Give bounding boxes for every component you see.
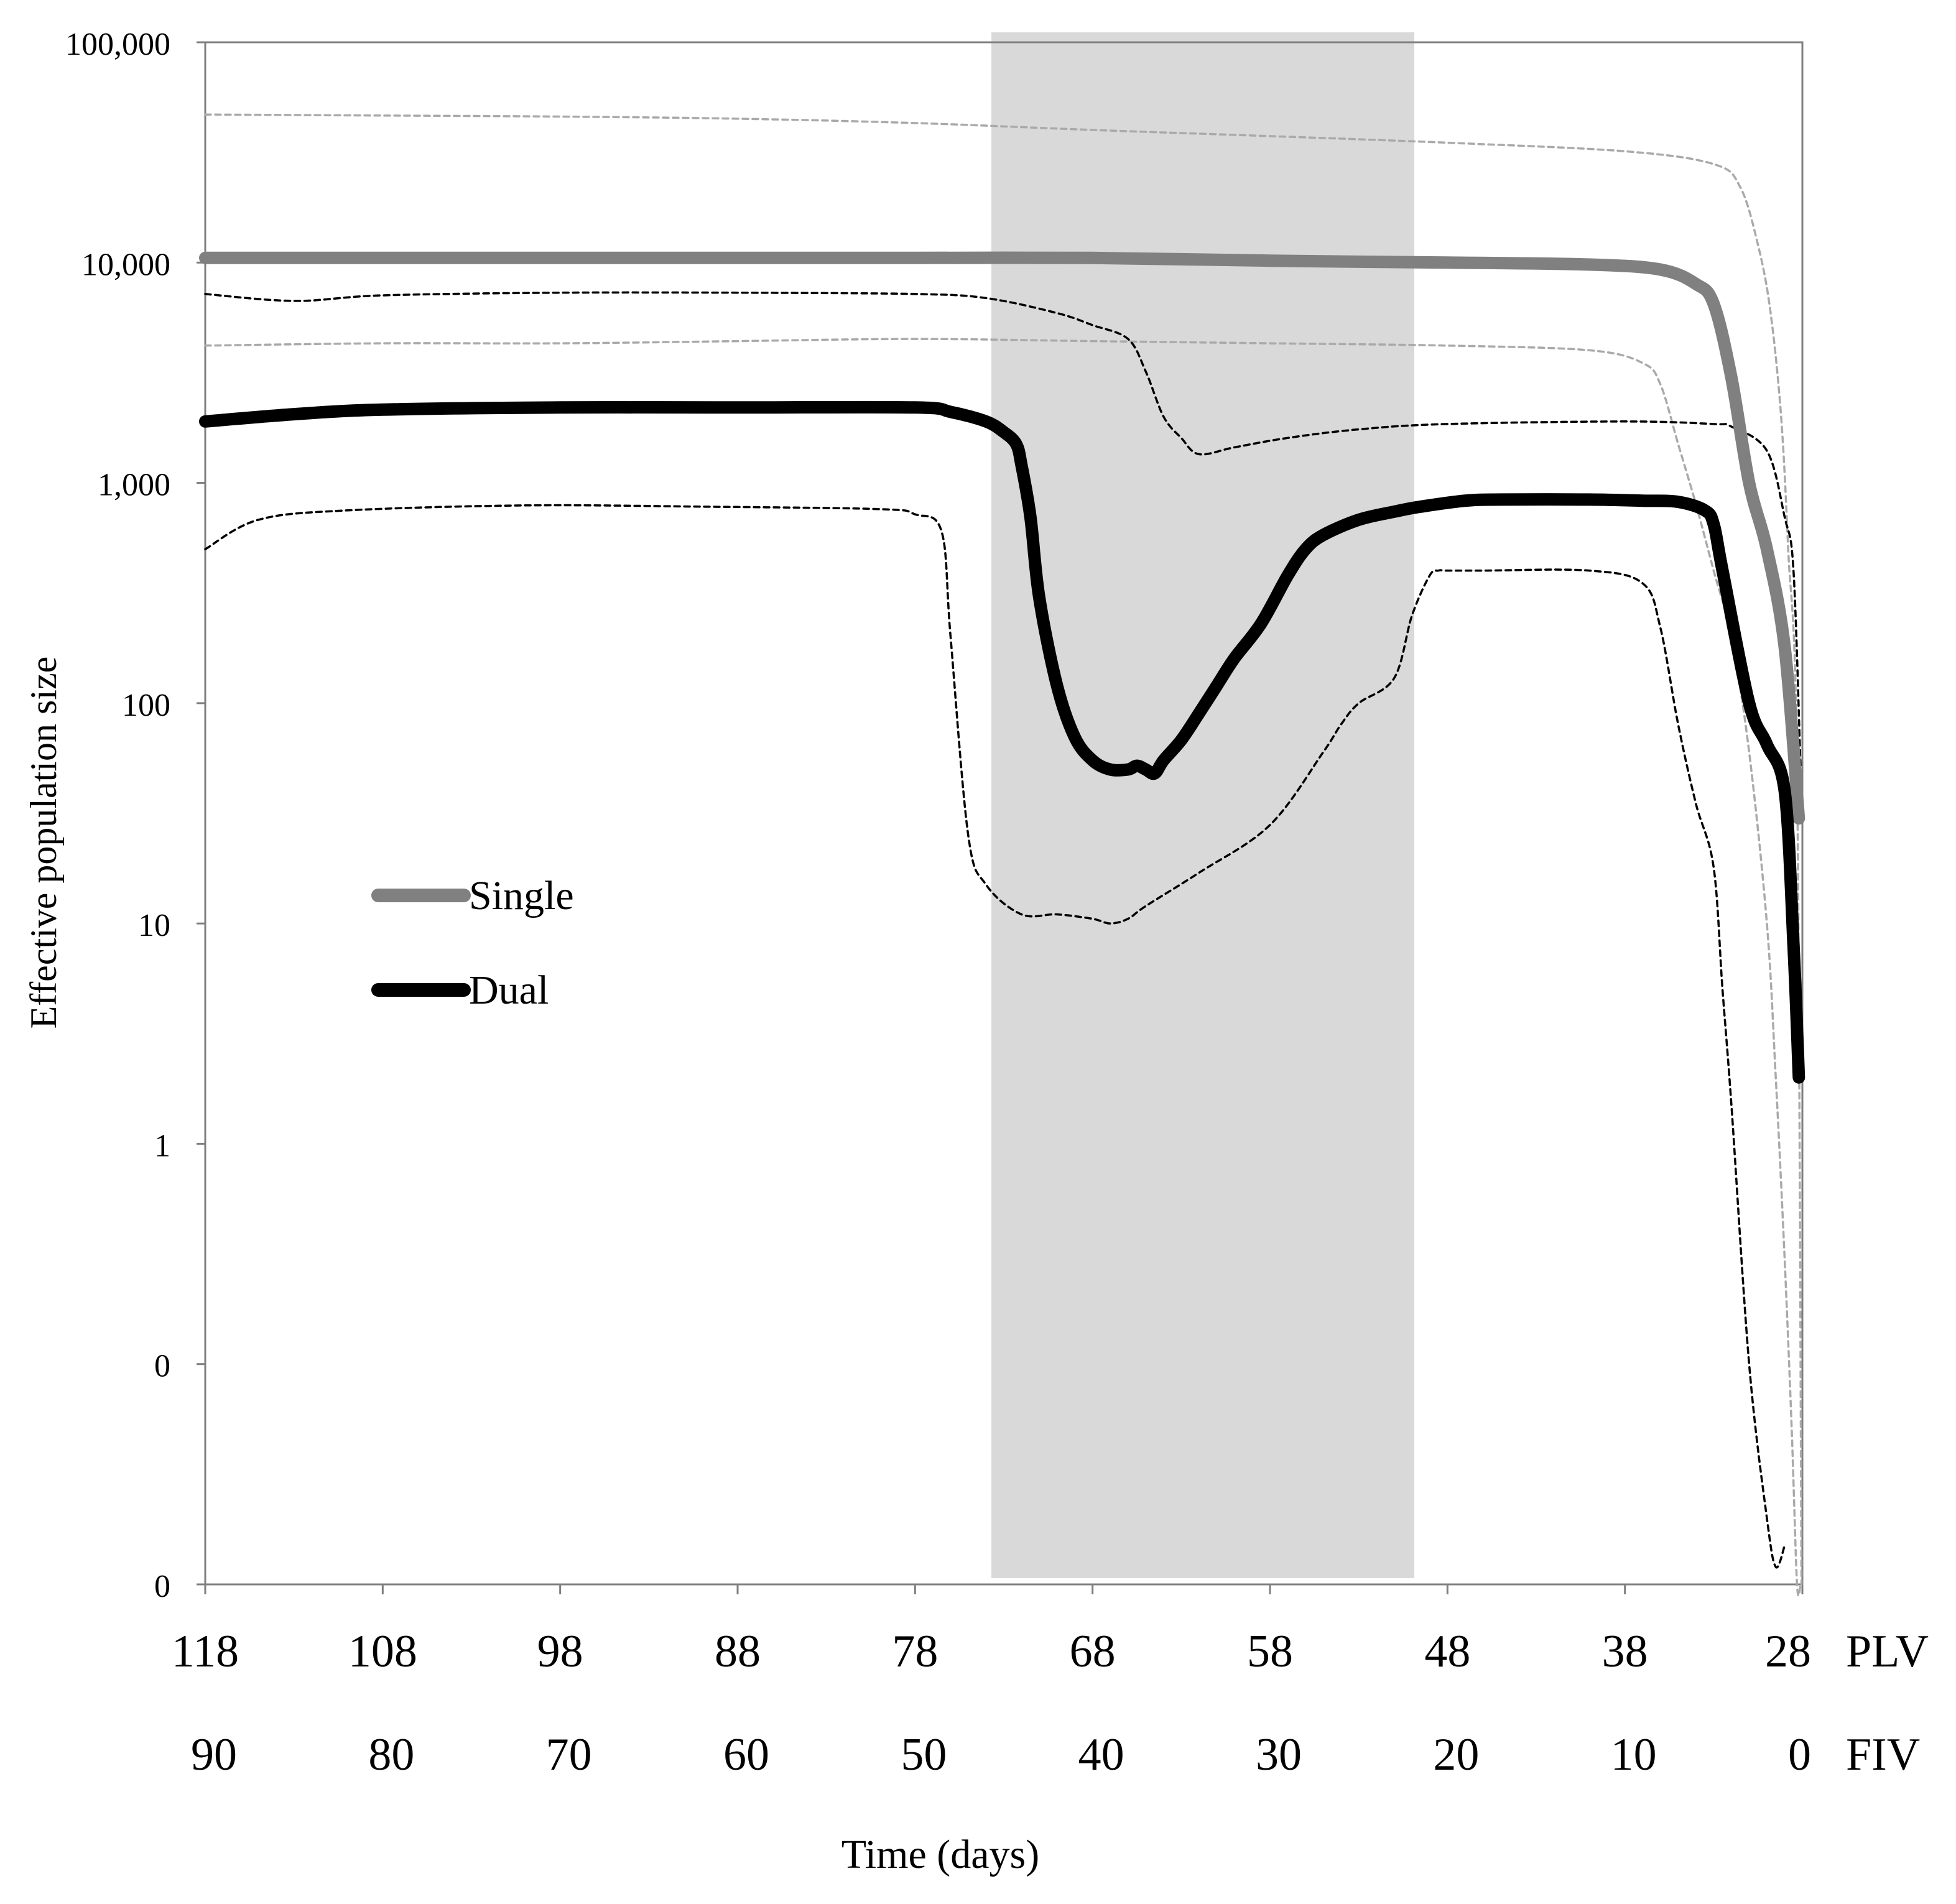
fiv-tick-label: 70 xyxy=(546,1729,592,1780)
fiv-tick-label: 60 xyxy=(723,1729,769,1780)
y-tick-label: 1 xyxy=(154,1128,170,1163)
plv-tick-label: 108 xyxy=(348,1626,417,1677)
series-line-dual-95-lower xyxy=(204,504,1786,1569)
legend-label-single: Single xyxy=(469,873,574,918)
fiv-tick-label: 10 xyxy=(1611,1729,1657,1780)
series-lines xyxy=(199,113,1805,1597)
plv-tick-label: 38 xyxy=(1602,1626,1648,1677)
fiv-tick-label: 50 xyxy=(901,1729,947,1780)
plv-tick-label: 28 xyxy=(1765,1626,1811,1677)
y-tick-label: 10,000 xyxy=(81,247,170,282)
plv-tick-label: 78 xyxy=(892,1626,938,1677)
series-line-single xyxy=(199,251,1805,825)
y-axis-title: Effective population size xyxy=(23,657,64,1029)
legend-label-dual: Dual xyxy=(469,968,549,1013)
plv-tick-label: 68 xyxy=(1070,1626,1116,1677)
plv-tick-label: 88 xyxy=(715,1626,761,1677)
y-tick-label: 10 xyxy=(138,908,170,943)
series-line-single-95-lower xyxy=(204,338,1802,1597)
y-tick-label: 100,000 xyxy=(65,27,170,62)
x-axis-title: Time (days) xyxy=(841,1832,1039,1877)
y-tick-label: 1,000 xyxy=(98,468,170,503)
plv-tick-label: 48 xyxy=(1424,1626,1470,1677)
y-tick-label: 0 xyxy=(154,1349,170,1384)
legend: Single Dual xyxy=(371,873,574,1013)
plv-tick-label: 98 xyxy=(537,1626,583,1677)
fiv-tick-label: 80 xyxy=(368,1729,414,1780)
fiv-tick-label: 0 xyxy=(1788,1729,1811,1780)
fiv-tick-label: 30 xyxy=(1256,1729,1302,1780)
shaded-region xyxy=(991,32,1414,1578)
fiv-axis-label: FIV xyxy=(1846,1729,1920,1780)
series-line-dual xyxy=(199,400,1805,1084)
fiv-tick-label: 90 xyxy=(191,1729,237,1780)
series-line-single-95-upper xyxy=(204,113,1803,1586)
fiv-tick-label: 40 xyxy=(1078,1729,1124,1780)
plv-tick-label: 58 xyxy=(1247,1626,1293,1677)
x-axis: 118 90 108 80 98 70 88 60 78 50 68 40 58 30 48 20 38 10 28… xyxy=(172,1584,1811,1780)
plv-axis-label: PLV xyxy=(1846,1626,1929,1677)
plv-tick-label: 118 xyxy=(172,1626,239,1677)
y-tick-label: 0 xyxy=(154,1569,170,1604)
y-tick-label: 100 xyxy=(122,688,170,723)
fiv-tick-label: 20 xyxy=(1433,1729,1479,1780)
